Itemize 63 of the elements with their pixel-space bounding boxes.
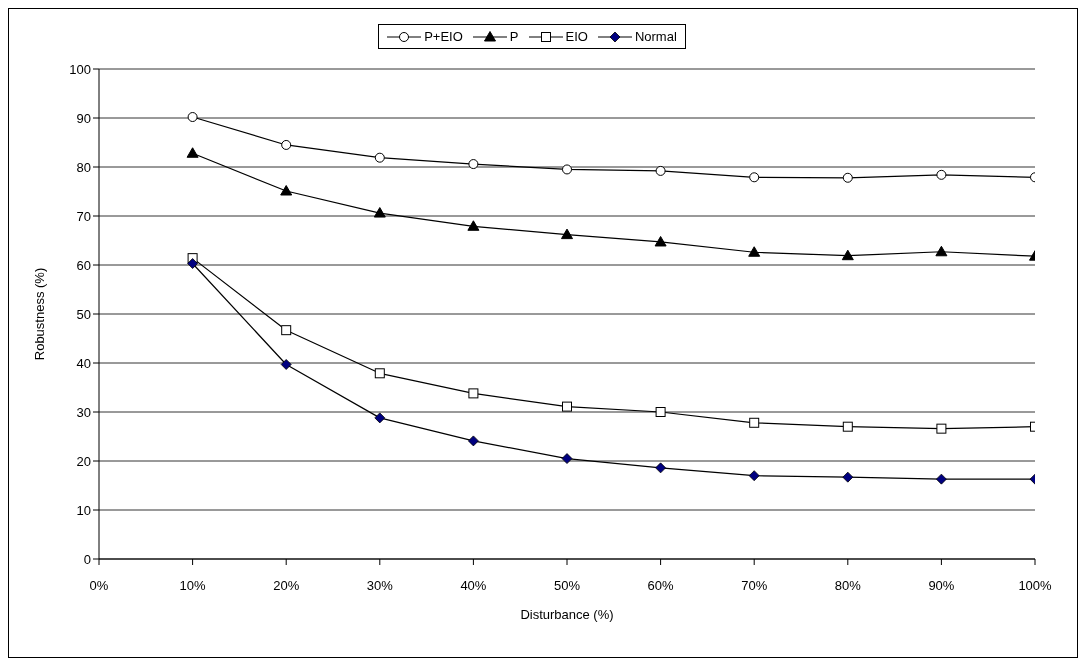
point	[842, 471, 854, 483]
y-tick-label: 30	[76, 404, 91, 420]
point	[748, 470, 760, 482]
point	[936, 169, 947, 180]
x-tick-label: 20%	[273, 578, 300, 594]
point	[281, 139, 292, 150]
point	[374, 368, 385, 379]
point	[655, 407, 666, 417]
point	[373, 207, 386, 218]
y-tick-label: 100	[69, 61, 91, 77]
point	[748, 246, 761, 257]
point	[842, 172, 853, 183]
point	[468, 435, 479, 447]
point	[468, 388, 479, 399]
y-tick-label: 40	[76, 355, 91, 371]
point	[749, 172, 760, 183]
legend-label: P+EIO	[424, 29, 463, 44]
y-tick-label: 20	[76, 453, 91, 469]
x-tick-label: 60%	[647, 578, 675, 594]
point	[374, 412, 386, 424]
point	[842, 421, 853, 432]
x-tick-label: 10%	[179, 578, 207, 594]
point	[936, 473, 947, 485]
point	[749, 417, 760, 428]
point	[561, 228, 573, 240]
x-axis-title: Disturbance (%)	[520, 607, 614, 622]
x-tick-label: 50%	[553, 578, 581, 594]
point	[562, 164, 572, 175]
y-axis-title: Robustness (%)	[31, 267, 47, 361]
x-tick-label: 100%	[1018, 578, 1053, 594]
point	[655, 462, 666, 474]
point	[655, 165, 666, 176]
y-tick-label: 80	[76, 159, 91, 175]
y-tick-label: 90	[76, 110, 91, 126]
point	[654, 235, 667, 247]
x-tick-label: 40%	[460, 578, 487, 594]
point	[561, 453, 573, 464]
point	[280, 185, 293, 196]
point	[281, 325, 292, 336]
x-tick-label: 70%	[741, 578, 768, 594]
point	[186, 147, 199, 158]
point	[562, 401, 572, 412]
point	[374, 152, 385, 163]
point	[280, 359, 292, 370]
point	[841, 249, 854, 261]
x-tick-label: 0%	[89, 578, 109, 594]
y-tick-label: 50	[76, 306, 91, 322]
legend-label: Normal	[634, 29, 677, 44]
point	[936, 423, 947, 434]
y-tick-label: 60	[76, 257, 91, 273]
point	[468, 159, 479, 170]
legend-label: EIO	[565, 29, 588, 44]
y-tick-label: 10	[76, 502, 91, 518]
point	[187, 258, 198, 269]
x-tick-label: 30%	[366, 578, 394, 594]
point	[187, 112, 198, 123]
legend-label: P	[509, 29, 519, 44]
y-tick-label: 70	[76, 208, 91, 224]
point	[935, 245, 948, 257]
y-tick-label: 0	[83, 551, 91, 567]
point	[467, 220, 480, 231]
x-tick-label: 90%	[928, 578, 955, 594]
x-tick-label: 80%	[834, 578, 862, 594]
